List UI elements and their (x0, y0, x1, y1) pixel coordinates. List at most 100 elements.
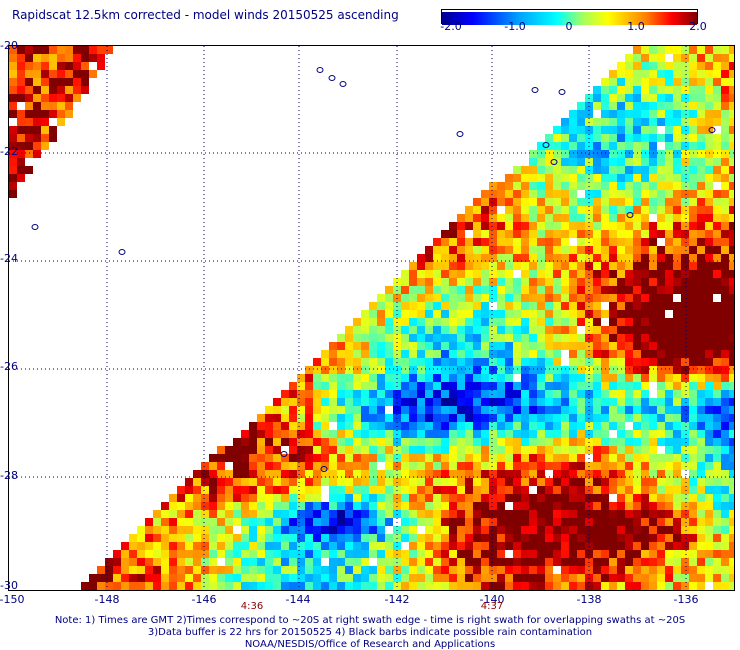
wind-diff-cell (289, 454, 297, 462)
wind-diff-cell (625, 486, 633, 494)
wind-diff-cell (49, 110, 57, 118)
wind-diff-cell (521, 262, 529, 270)
wind-diff-cell (521, 582, 529, 590)
wind-diff-cell (377, 566, 385, 574)
wind-diff-cell (377, 342, 385, 350)
wind-diff-cell (193, 566, 201, 574)
wind-diff-cell (185, 502, 193, 510)
wind-diff-cell (505, 534, 513, 542)
wind-diff-cell (577, 214, 585, 222)
colorbar-gradient (442, 12, 697, 25)
wind-diff-cell (625, 446, 633, 454)
wind-diff-cell (473, 510, 481, 518)
wind-diff-cell (713, 502, 721, 510)
wind-diff-cell (289, 398, 297, 406)
wind-diff-cell (337, 566, 345, 574)
wind-diff-cell (681, 582, 689, 590)
wind-diff-cell (665, 94, 673, 102)
wind-diff-cell (601, 262, 609, 270)
wind-diff-cell (233, 486, 241, 494)
wind-diff-cell (441, 494, 449, 502)
wind-diff-cell (593, 230, 601, 238)
wind-diff-cell (433, 470, 441, 478)
wind-diff-cell (169, 494, 177, 502)
wind-diff-cell (553, 366, 561, 374)
wind-diff-cell (713, 102, 721, 110)
wind-diff-cell (441, 406, 449, 414)
wind-diff-cell (489, 486, 497, 494)
wind-diff-cell (601, 326, 609, 334)
wind-diff-cell (641, 254, 649, 262)
wind-diff-cell (465, 574, 473, 582)
wind-diff-cell (721, 318, 729, 326)
wind-diff-cell (473, 198, 481, 206)
wind-diff-cell (233, 574, 241, 582)
wind-diff-cell (729, 566, 737, 574)
wind-diff-cell (697, 318, 705, 326)
wind-diff-cell (297, 382, 305, 390)
wind-diff-cell (593, 254, 601, 262)
wind-diff-cell (337, 534, 345, 542)
wind-diff-cell (497, 222, 505, 230)
wind-diff-cell (673, 382, 681, 390)
wind-diff-cell (497, 406, 505, 414)
wind-diff-cell (449, 334, 457, 342)
wind-diff-cell (513, 558, 521, 566)
wind-diff-cell (321, 382, 329, 390)
wind-diff-cell (473, 518, 481, 526)
wind-diff-cell (641, 406, 649, 414)
wind-diff-cell (689, 150, 697, 158)
wind-diff-cell (593, 374, 601, 382)
wind-diff-cell (545, 422, 553, 430)
wind-diff-cell (257, 430, 265, 438)
wind-diff-cell (673, 318, 681, 326)
wind-diff-cell (441, 470, 449, 478)
wind-diff-cell (369, 310, 377, 318)
wind-diff-cell (305, 566, 313, 574)
wind-diff-cell (697, 238, 705, 246)
wind-diff-cell (497, 278, 505, 286)
wind-diff-cell (521, 390, 529, 398)
wind-diff-cell (169, 502, 177, 510)
wind-diff-cell (553, 406, 561, 414)
wind-diff-cell (601, 286, 609, 294)
wind-diff-cell (529, 502, 537, 510)
wind-diff-cell (9, 54, 17, 62)
wind-diff-cell (377, 542, 385, 550)
wind-diff-cell (569, 582, 577, 590)
wind-diff-cell (681, 318, 689, 326)
wind-diff-cell (729, 150, 737, 158)
wind-diff-cell (641, 158, 649, 166)
wind-diff-cell (217, 566, 225, 574)
wind-diff-cell (665, 102, 673, 110)
wind-diff-cell (697, 54, 705, 62)
wind-diff-cell (705, 414, 713, 422)
wind-diff-cell (601, 230, 609, 238)
wind-diff-cell (409, 430, 417, 438)
wind-diff-cell (633, 70, 641, 78)
wind-diff-cell (329, 446, 337, 454)
wind-diff-cell (33, 142, 41, 150)
wind-diff-cell (57, 62, 65, 70)
wind-diff-cell (457, 470, 465, 478)
wind-diff-cell (633, 574, 641, 582)
wind-diff-cell (625, 470, 633, 478)
wind-diff-cell (553, 350, 561, 358)
wind-diff-cell (705, 78, 713, 86)
wind-diff-cell (441, 486, 449, 494)
wind-diff-cell (385, 438, 393, 446)
wind-diff-cell (713, 134, 721, 142)
colorbar (441, 9, 698, 25)
wind-diff-cell (481, 414, 489, 422)
wind-diff-cell (729, 350, 737, 358)
wind-diff-cell (481, 518, 489, 526)
wind-diff-cell (449, 518, 457, 526)
wind-diff-cell (385, 582, 393, 590)
wind-diff-cell (601, 246, 609, 254)
lon-label: -146 (191, 593, 217, 606)
wind-diff-cell (553, 166, 561, 174)
wind-diff-cell (633, 294, 641, 302)
wind-diff-cell (657, 198, 665, 206)
wind-diff-cell (641, 166, 649, 174)
wind-diff-cell (385, 566, 393, 574)
